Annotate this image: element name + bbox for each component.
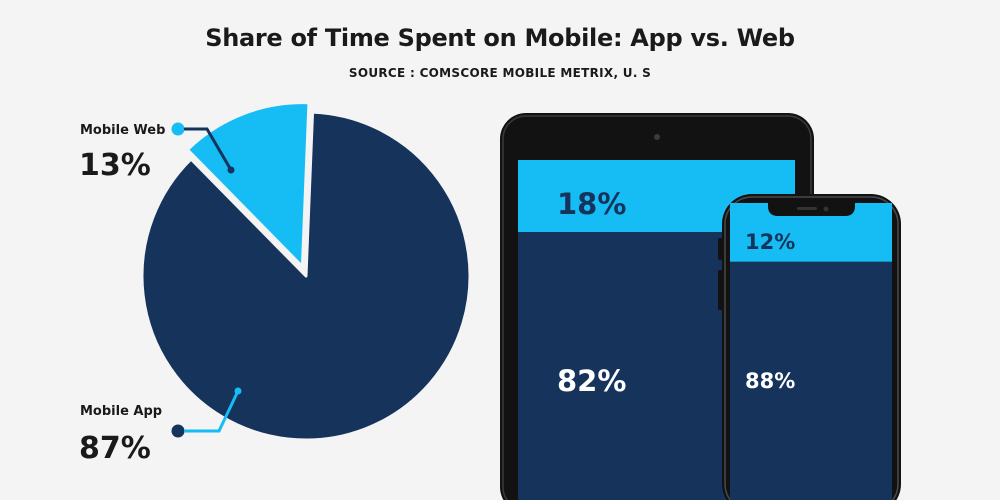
pie-value-mobile-web: 13% (79, 148, 151, 183)
phone-volume-button (718, 270, 723, 310)
pie-chart (140, 101, 472, 442)
phone-web-value: 12% (745, 230, 795, 254)
tablet-camera (654, 134, 660, 140)
pie-slice-mobile-app (140, 110, 472, 442)
chart-subtitle: SOURCE : COMSCORE MOBILE METRIX, U. S (348, 66, 652, 80)
pie-value-mobile-app: 87% (79, 431, 151, 466)
callout-web-marker (171, 122, 185, 136)
chart-title: Share of Time Spent on Mobile: App vs. W… (205, 24, 795, 52)
callout-web-anchor (227, 166, 235, 174)
pie-label-mobile-web: Mobile Web (80, 123, 165, 138)
phone-app-value: 88% (745, 369, 795, 393)
callout-mobile-app: Mobile App 87% (79, 387, 242, 466)
callout-web-leader (184, 127, 233, 171)
tablet-app-value: 82% (557, 364, 626, 398)
callout-app-leader (184, 390, 240, 433)
callout-app-anchor (234, 387, 242, 395)
pie-label-mobile-app: Mobile App (80, 404, 162, 419)
phone-front-camera (823, 206, 829, 212)
callout-app-marker (171, 424, 185, 438)
phone-side-button (718, 238, 723, 260)
phone-speaker (797, 207, 817, 210)
tablet-web-value: 18% (557, 187, 626, 221)
pie-slice-mobile-web (185, 101, 311, 269)
smartphone-icon: 12% 88% (718, 194, 901, 500)
callout-mobile-web: Mobile Web 13% (79, 122, 235, 183)
phone-frame-rim (724, 196, 899, 500)
phone-app-share-bar (730, 261, 892, 500)
